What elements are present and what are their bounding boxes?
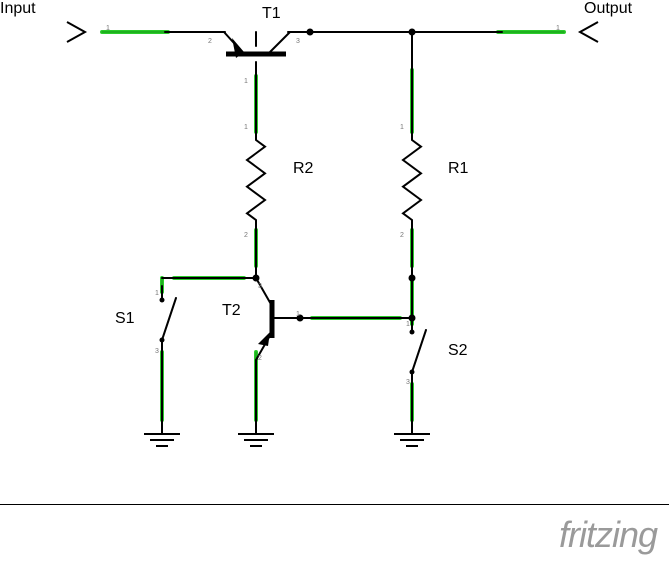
footer-rule [0,504,669,505]
switch-s2-lever [412,330,426,372]
switch-s1-term1 [160,298,165,303]
circuit-canvas: Input Output T1 T2 R1 R2 S1 S2 fritzing … [0,0,669,564]
pin-t2_1: 1 [296,311,300,318]
pin-r2_1: 1 [244,124,248,131]
fritzing-watermark: fritzing [559,514,657,556]
node-4 [409,275,416,282]
node-2 [253,275,260,282]
label-s1: S1 [115,310,135,328]
resistor-r2-body [247,140,265,220]
pin-s1_3: 3 [155,348,159,355]
pin-t1_1: 1 [244,78,248,85]
pin-t2_2: 2 [258,355,262,362]
label-r1: R1 [448,160,468,178]
node-0 [307,29,314,36]
node-1 [409,29,416,36]
port-output [580,22,598,42]
pin-t2_3: 3 [258,283,262,290]
pin-output_1: 1 [556,25,560,32]
label-s2: S2 [448,342,468,360]
switch-s2-term1 [410,330,415,335]
circuit-svg [0,0,669,564]
label-t2: T2 [222,302,241,320]
pin-t1_3: 3 [296,38,300,45]
label-output: Output [584,0,632,18]
switch-s1-lever [162,298,176,340]
t2-arrow [258,332,270,346]
label-r2: R2 [293,160,313,178]
t1-collector [270,32,290,52]
pin-s1_1: 1 [155,290,159,297]
pin-s2_1: 1 [406,321,410,328]
pin-r1_1: 1 [400,124,404,131]
label-input: Input [0,0,36,18]
port-input [67,22,85,42]
resistor-r1-body [403,140,421,220]
pin-input_1: 1 [106,25,110,32]
pin-r2_2: 2 [244,232,248,239]
label-t1: T1 [262,5,281,23]
pin-t1_2: 2 [208,38,212,45]
pin-r1_2: 2 [400,232,404,239]
pin-s2_3: 3 [406,379,410,386]
